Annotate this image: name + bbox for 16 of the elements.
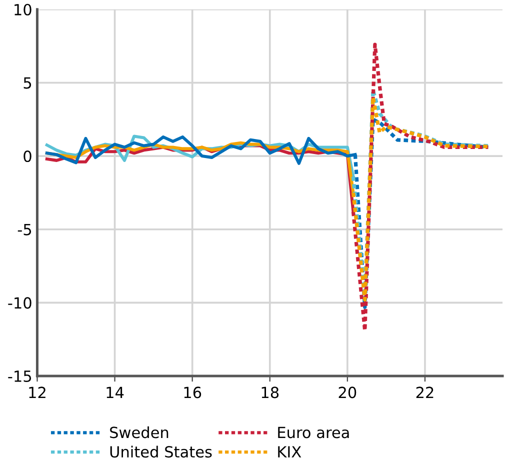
legend-label: KIX <box>278 446 302 458</box>
y-tick-label: -10 <box>8 297 32 309</box>
y-tick-label: 0 <box>24 150 32 162</box>
x-tick-label: 18 <box>262 386 279 398</box>
x-tick-label: 14 <box>106 386 124 398</box>
legend-label: Sweden <box>110 426 168 438</box>
x-tick-label: 22 <box>416 386 434 398</box>
y-tick-label: 10 <box>14 4 32 16</box>
x-tick-label: 12 <box>29 386 46 398</box>
y-tick-label: -5 <box>18 224 32 236</box>
y-tick-label: -15 <box>8 370 32 382</box>
legend-label: Euro area <box>278 426 349 438</box>
y-tick-label: 5 <box>24 77 32 89</box>
x-tick-label: 16 <box>184 386 202 398</box>
legend-label: United States <box>110 446 212 458</box>
x-tick-label: 20 <box>338 386 356 398</box>
